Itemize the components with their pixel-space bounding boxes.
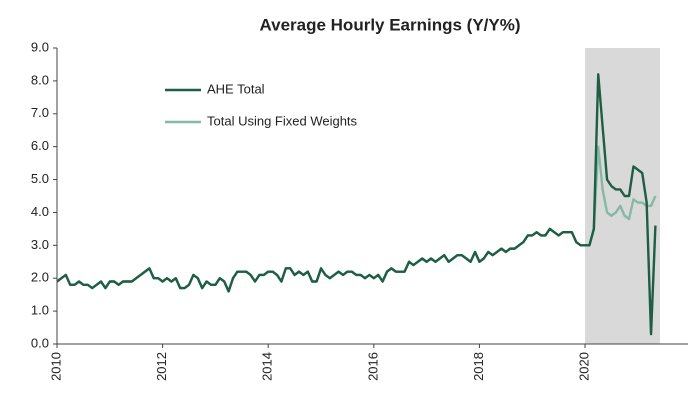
x-tick-label: 2016	[365, 352, 380, 381]
y-tick-label: 6.0	[31, 138, 49, 153]
y-tick-label: 3.0	[31, 237, 49, 252]
y-tick-label: 0.0	[31, 335, 49, 350]
y-tick-label: 8.0	[31, 72, 49, 87]
legend-label: AHE Total	[207, 81, 265, 96]
y-tick-label: 7.0	[31, 105, 49, 120]
x-tick-label: 2014	[260, 352, 275, 381]
x-tick-label: 2020	[576, 352, 591, 381]
x-tick-label: 2012	[154, 352, 169, 381]
y-tick-label: 1.0	[31, 303, 49, 318]
x-tick-label: 2018	[471, 352, 486, 381]
y-tick-label: 5.0	[31, 171, 49, 186]
legend-label: Total Using Fixed Weights	[207, 113, 358, 128]
y-tick-label: 9.0	[31, 39, 49, 54]
chart-title: Average Hourly Earnings (Y/Y%)	[259, 15, 520, 34]
x-tick-label: 2010	[48, 352, 63, 381]
y-tick-label: 2.0	[31, 270, 49, 285]
series-line	[56, 73, 657, 336]
y-tick-label: 4.0	[31, 204, 49, 219]
